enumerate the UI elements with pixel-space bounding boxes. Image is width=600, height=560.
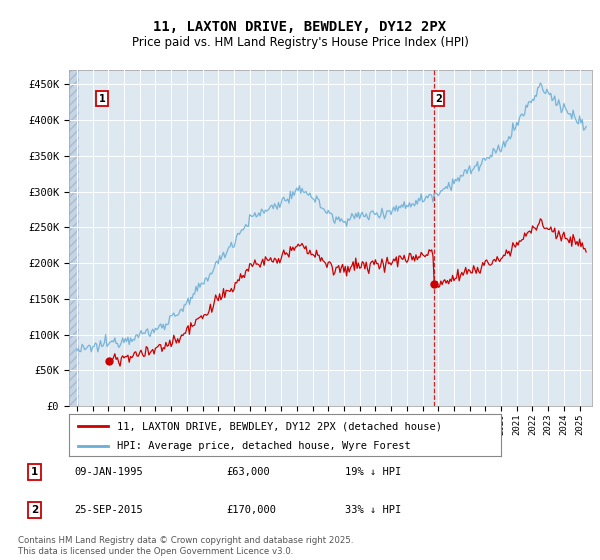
Text: 1: 1 [31,467,38,477]
Text: 09-JAN-1995: 09-JAN-1995 [74,467,143,477]
Text: 2: 2 [435,94,442,104]
Text: HPI: Average price, detached house, Wyre Forest: HPI: Average price, detached house, Wyre… [116,441,410,451]
Text: Price paid vs. HM Land Registry's House Price Index (HPI): Price paid vs. HM Land Registry's House … [131,36,469,49]
Text: Contains HM Land Registry data © Crown copyright and database right 2025.
This d: Contains HM Land Registry data © Crown c… [18,536,353,556]
Text: 33% ↓ HPI: 33% ↓ HPI [345,505,401,515]
Text: 19% ↓ HPI: 19% ↓ HPI [345,467,401,477]
Text: 1: 1 [98,94,106,104]
Text: 25-SEP-2015: 25-SEP-2015 [74,505,143,515]
Text: 11, LAXTON DRIVE, BEWDLEY, DY12 2PX: 11, LAXTON DRIVE, BEWDLEY, DY12 2PX [154,20,446,34]
Text: £170,000: £170,000 [227,505,277,515]
Bar [69,70,79,406]
Text: 11, LAXTON DRIVE, BEWDLEY, DY12 2PX (detached house): 11, LAXTON DRIVE, BEWDLEY, DY12 2PX (det… [116,421,442,431]
Text: 2: 2 [31,505,38,515]
Text: £63,000: £63,000 [227,467,271,477]
